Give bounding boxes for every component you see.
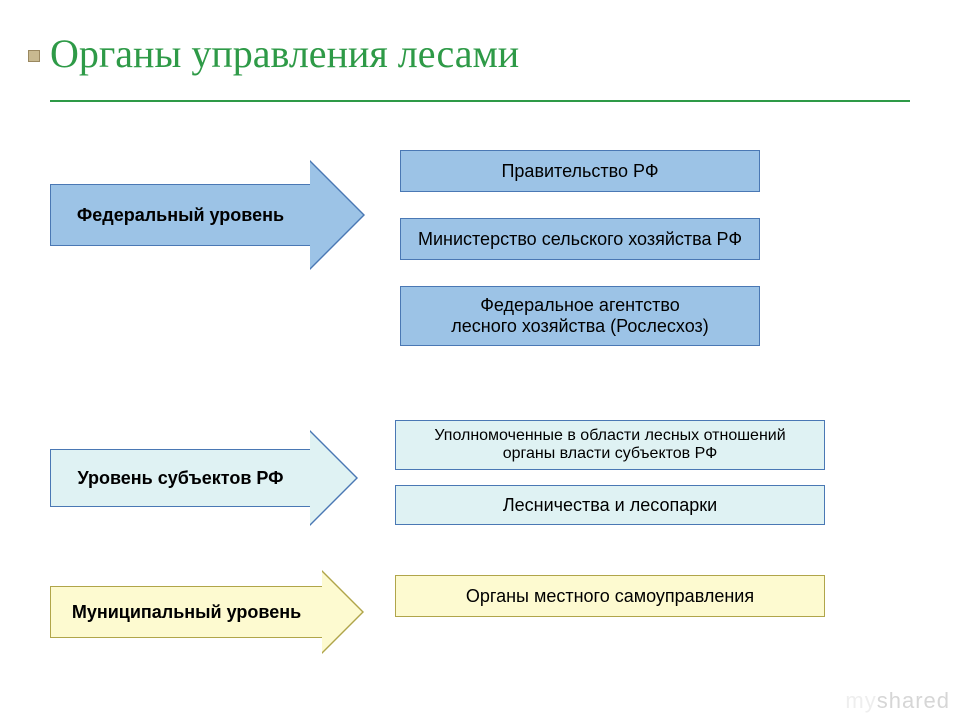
box-auth: Уполномоченные в области лесных отношени… [395,420,825,470]
box-gov: Правительство РФ [400,150,760,192]
box-min: Министерство сельского хозяйства РФ [400,218,760,260]
box-municipal: Органы местного самоуправления [395,575,825,617]
municipal-arrow: Муниципальный уровень [50,570,364,654]
box-forestry: Лесничества и лесопарки [395,485,825,525]
federal-arrow-label: Федеральный уровень [50,184,310,246]
subjects-arrow: Уровень субъектов РФ [50,430,358,526]
title-underline [50,100,910,102]
municipal-arrow-label: Муниципальный уровень [50,586,322,638]
page-title: Органы управления лесами [50,30,519,77]
watermark: myshared [845,688,950,714]
slide: Органы управления лесами Федеральный уро… [0,0,960,720]
corner-decor [28,50,40,62]
subjects-arrow-label: Уровень субъектов РФ [50,449,310,507]
federal-arrow: Федеральный уровень [50,160,365,270]
box-agency: Федеральное агентстволесного хозяйства (… [400,286,760,346]
